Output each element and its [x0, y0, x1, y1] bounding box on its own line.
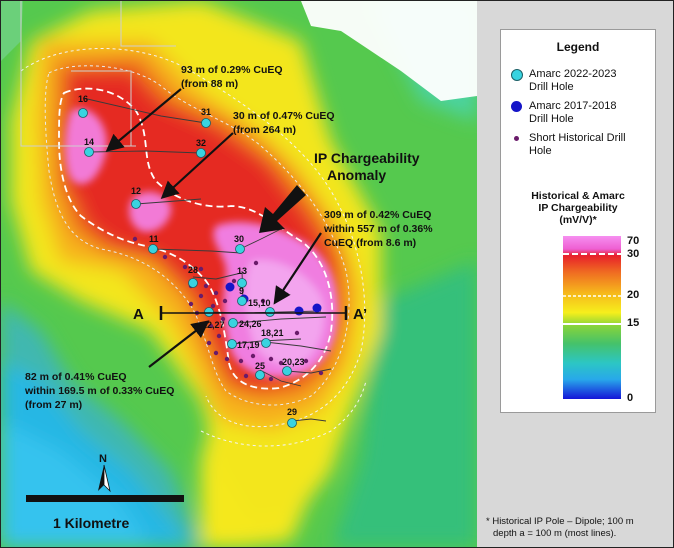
amarc-2022-holes	[78, 108, 297, 428]
colorbar-tick-20: 20	[627, 289, 640, 301]
ip-chargeability-map: 16 31 14 32 12 11 30 13 28 9 15,10 22,27…	[1, 1, 477, 547]
callout-2-line1: 30 m of 0.47% CuEQ	[233, 110, 335, 122]
callouts: 93 m of 0.29% CuEQ (from 88 m) 30 m of 0…	[24, 64, 433, 411]
ip-anomaly-label-line1: IP Chargeability	[314, 150, 420, 166]
ip-anomaly-arrow	[259, 185, 306, 233]
hole-label: 20,23	[282, 357, 305, 367]
contour-lines	[20, 48, 367, 447]
hole-label: 12	[131, 186, 141, 196]
hole-label: 32	[196, 138, 206, 148]
cross-section-line: A A’	[133, 306, 367, 323]
hole-label: 22,27	[202, 320, 225, 330]
footnote: * Historical IP Pole – Dipole; 100 m dep…	[486, 516, 634, 539]
hole-labels: 16 31 14 32 12 11 30 13 28 9 15,10 22,27…	[78, 94, 305, 417]
hole-label: 15,10	[248, 298, 271, 308]
hole-label: 28	[188, 265, 198, 275]
north-label: N	[99, 453, 107, 465]
legend-label: Hole	[529, 145, 552, 157]
colorbar-tick-15: 15	[627, 317, 640, 329]
hole-label: 29	[287, 407, 297, 417]
hole-label: 13	[237, 266, 247, 276]
legend-title: Legend	[556, 40, 600, 54]
colorbar-tick-0: 0	[627, 392, 634, 404]
hole-label: 31	[201, 107, 211, 117]
callout-4-line2: within 169.5 m of 0.33% CuEQ	[24, 385, 174, 397]
hole-label: 11	[149, 234, 159, 244]
section-label-a: A	[133, 306, 144, 323]
colorbar-title: Historical & Amarc IP Chargeability (mV/…	[531, 190, 625, 226]
callout-3-line2: within 557 m of 0.36%	[323, 223, 433, 235]
callout-4-line3: (from 27 m)	[25, 399, 82, 411]
hole-label: 30	[234, 234, 244, 244]
ip-anomaly-label-line2: Anomaly	[327, 167, 386, 183]
callout-3-line1: 309 m of 0.42% CuEQ	[324, 209, 431, 221]
chargeability-colorbar	[563, 236, 621, 399]
callout-3-line3: CuEQ (from 8.6 m)	[324, 237, 416, 249]
callout-1-line2: (from 88 m)	[181, 78, 238, 90]
callout-arrows	[105, 88, 322, 368]
north-arrow: N	[98, 453, 111, 493]
legend-label: Drill Hole	[529, 113, 574, 125]
colorbar-tick-30: 30	[627, 248, 640, 260]
hole-label: 14	[84, 137, 94, 147]
hole-label: 16	[78, 94, 88, 104]
legend-label: Drill Hole	[529, 81, 574, 93]
hole-label: 17,19	[237, 340, 260, 350]
legend-panel: Legend Amarc 2022-2023 Drill Hole Amarc 2…	[500, 29, 656, 413]
legend-label: Short Historical Drill	[529, 132, 626, 144]
scale-bar: 1 Kilometre	[26, 495, 184, 531]
callout-4-line1: 82 m of 0.41% CuEQ	[25, 371, 127, 383]
historical-hole-symbol	[514, 136, 519, 141]
callout-1-line1: 93 m of 0.29% CuEQ	[181, 64, 283, 76]
colorbar-tick-70: 70	[627, 235, 640, 247]
amarc-2022-symbol	[511, 69, 523, 81]
historical-holes	[132, 236, 324, 382]
scale-label: 1 Kilometre	[53, 515, 129, 531]
hole-label: 24,26	[239, 319, 262, 329]
hole-label: 25	[255, 361, 265, 371]
legend-label: Amarc 2017-2018	[529, 100, 617, 112]
callout-2-line2: (from 264 m)	[233, 124, 296, 136]
section-label-a-prime: A’	[353, 306, 367, 323]
amarc-2017-symbol	[511, 101, 522, 112]
hole-label: 9	[239, 286, 244, 296]
hole-label: 18,21	[261, 328, 284, 338]
property-boundary	[20, 1, 176, 147]
legend-label: Amarc 2022-2023	[529, 68, 617, 80]
